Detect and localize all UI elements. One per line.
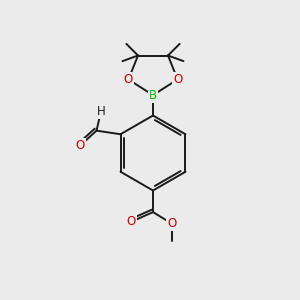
Text: O: O bbox=[75, 139, 85, 152]
Text: O: O bbox=[167, 217, 176, 230]
Text: O: O bbox=[124, 73, 133, 86]
Text: O: O bbox=[127, 215, 136, 228]
Text: H: H bbox=[97, 105, 105, 118]
Text: B: B bbox=[149, 88, 157, 102]
Text: O: O bbox=[173, 73, 182, 86]
